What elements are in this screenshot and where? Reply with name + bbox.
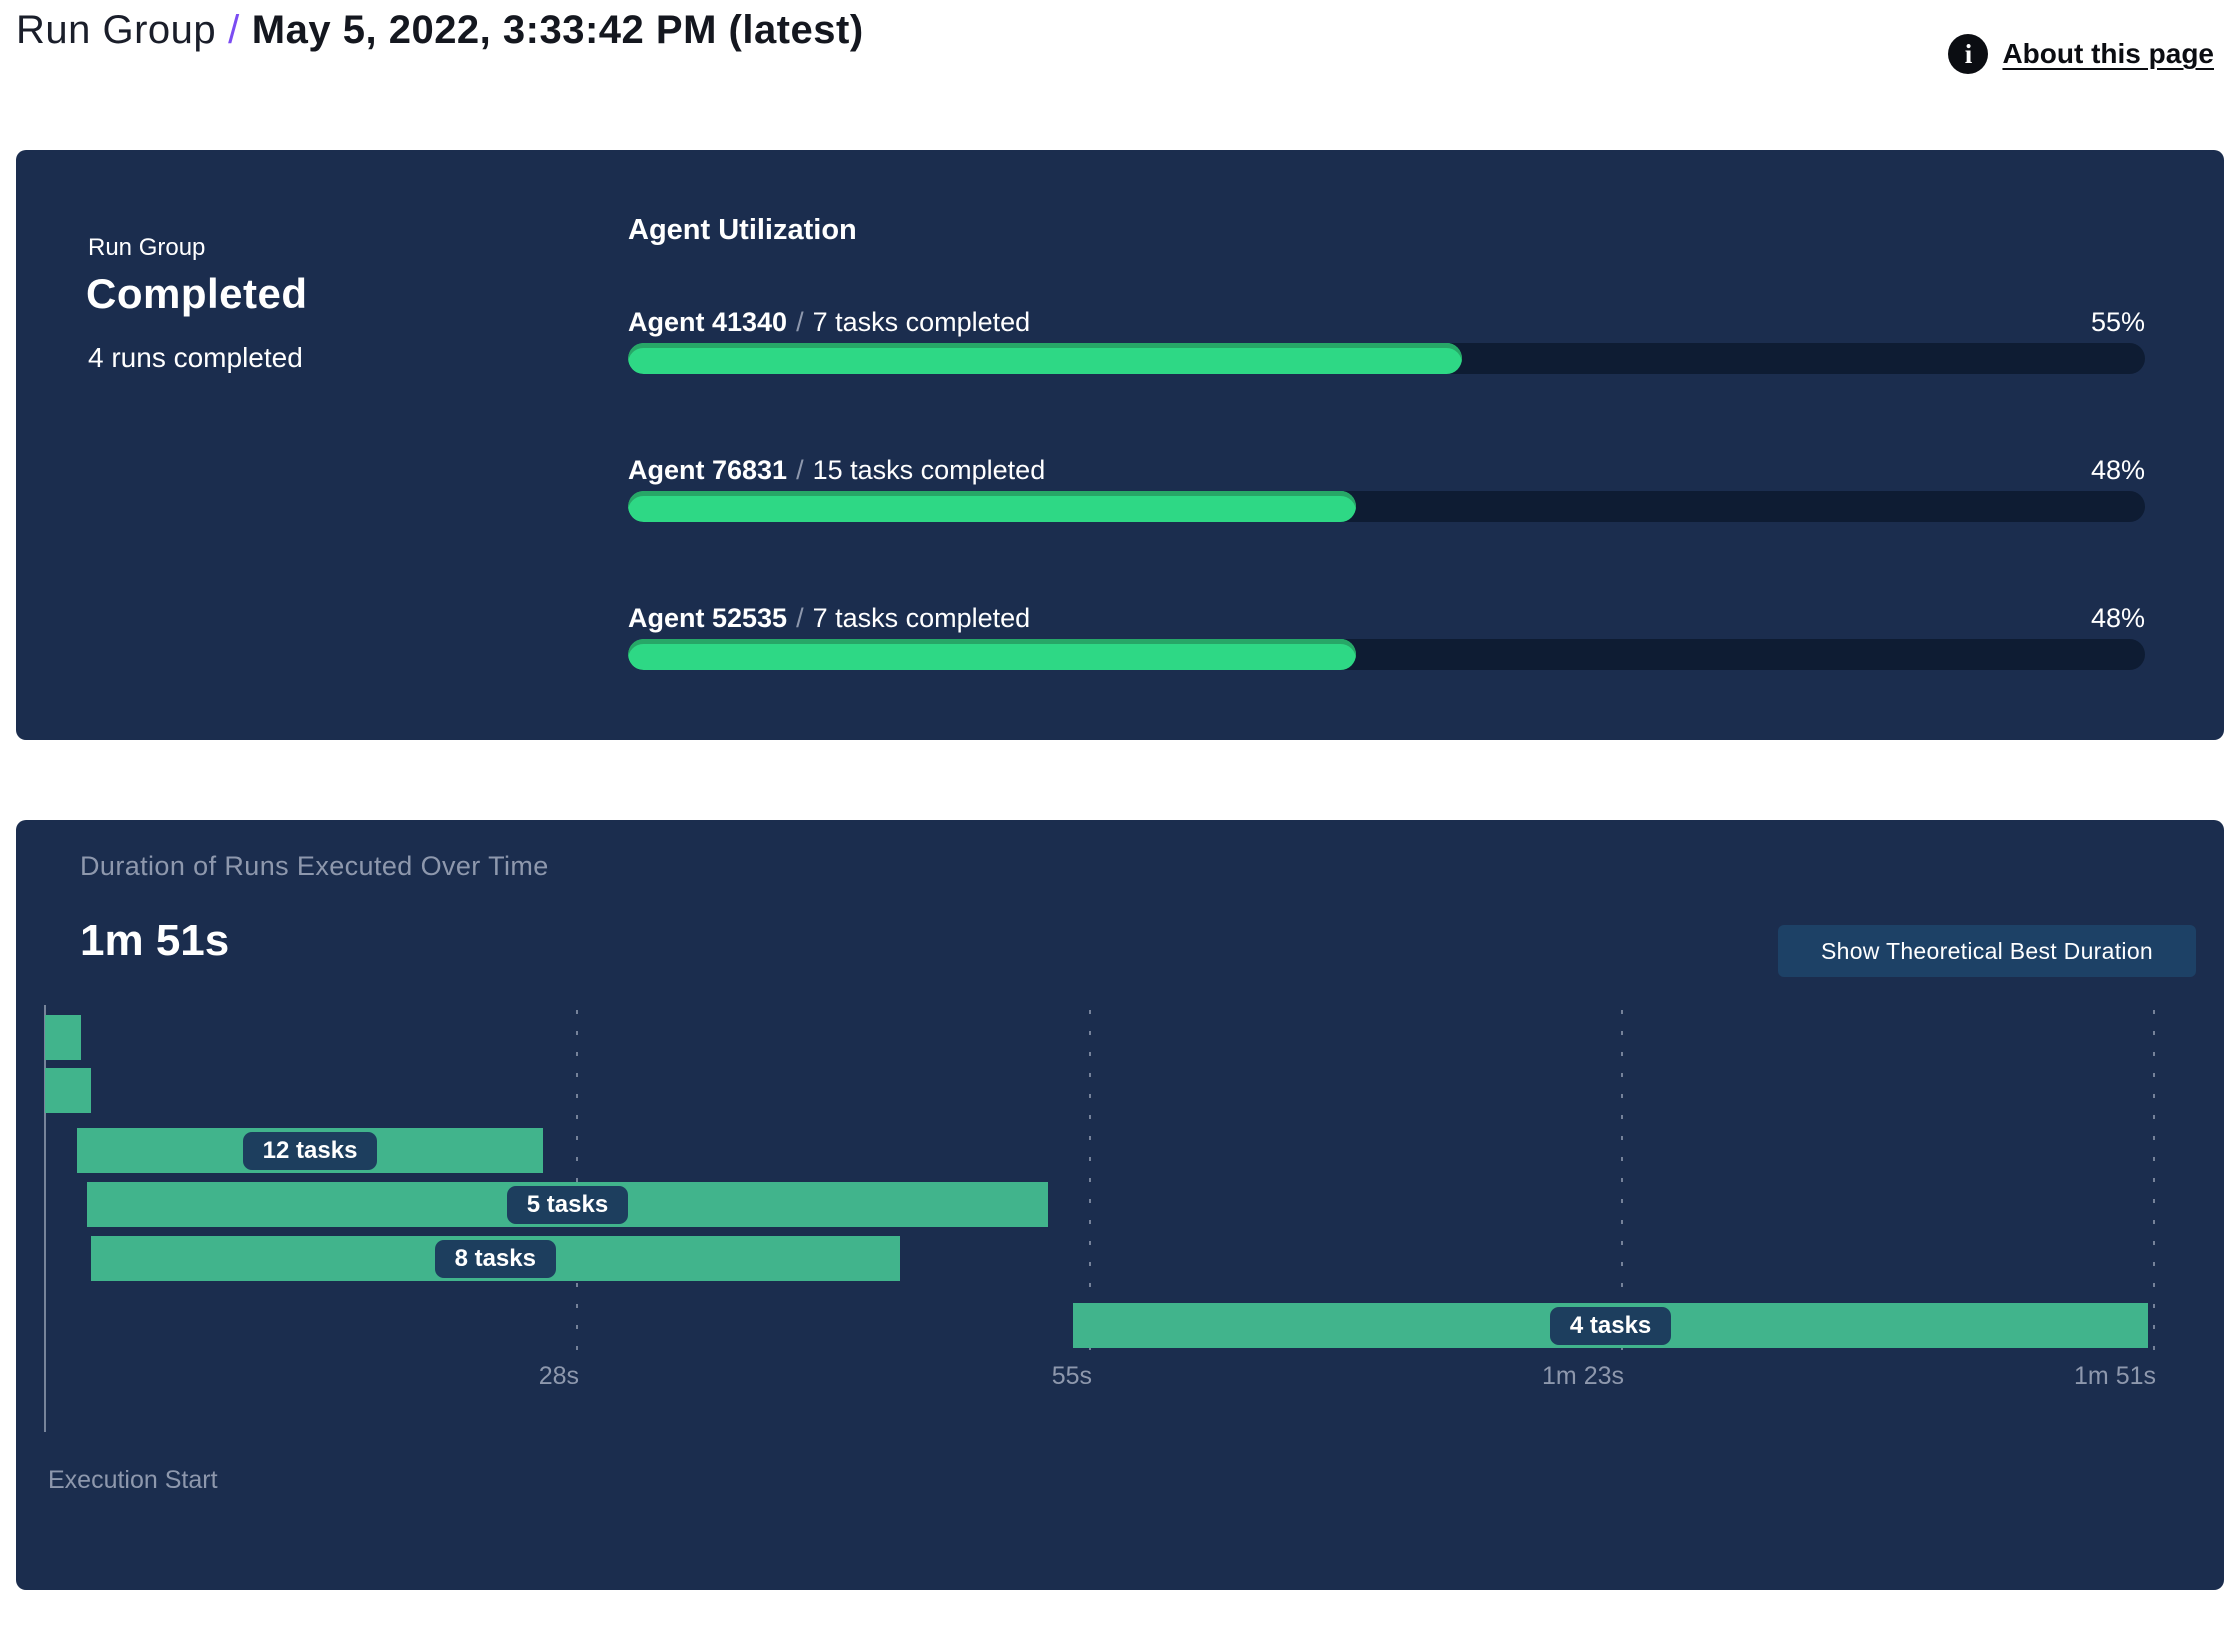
breadcrumb: Run Group — [16, 8, 217, 52]
run-timestamp-title: May 5, 2022, 3:33:42 PM (latest) — [251, 8, 864, 52]
gridline — [2153, 1010, 2155, 1352]
separator: / — [796, 307, 804, 337]
agent-label: Agent 41340 / 7 tasks completed 55% — [628, 307, 2145, 337]
agent-utilization-title: Agent Utilization — [628, 214, 857, 246]
gridline — [1621, 1010, 1623, 1352]
agent-tasks-completed: 7 tasks completed — [812, 603, 1031, 633]
total-duration: 1m 51s — [80, 916, 230, 965]
show-theoretical-best-duration-button[interactable]: Show Theoretical Best Duration — [1778, 925, 2196, 977]
breadcrumb-separator: / — [228, 8, 240, 52]
run-duration-bar: 8 tasks — [90, 1236, 900, 1281]
gantt-plot: 28s 55s 1m 23s 1m 51s 12 tasks 5 tasks 8 tasks… — [16, 1005, 2224, 1432]
duration-chart-panel: Duration of Runs Executed Over Time 1m 5… — [16, 820, 2224, 1590]
agent-tasks-completed: 15 tasks completed — [812, 455, 1046, 485]
agent-label: Agent 76831 / 15 tasks completed 48% — [628, 455, 2145, 485]
utilization-bar-track — [628, 343, 2145, 374]
agent-utilization-percent: 48% — [2090, 455, 2145, 485]
task-count-badge: 4 tasks — [1549, 1306, 1672, 1345]
page-title: Run Group / May 5, 2022, 3:33:42 PM (lates… — [16, 8, 864, 53]
page-header: Run Group / May 5, 2022, 3:33:42 PM (lates… — [0, 0, 2240, 120]
run-duration-bar: 12 tasks — [77, 1128, 543, 1173]
utilization-bar-fill — [628, 639, 1357, 670]
run-duration-bar: 5 tasks — [86, 1182, 1049, 1227]
run-duration-bar — [45, 1015, 82, 1060]
x-tick-label: 1m 23s — [1542, 1362, 1624, 1390]
agent-utilization-row: Agent 41340 / 7 tasks completed 55% — [628, 307, 2145, 374]
agent-tasks-completed: 7 tasks completed — [812, 307, 1031, 337]
x-axis-label: Execution Start — [48, 1466, 218, 1494]
utilization-bar-track — [628, 639, 2145, 670]
agent-utilization-percent: 55% — [2090, 307, 2145, 337]
info-icon[interactable]: i — [1948, 34, 1989, 74]
agent-utilization-row: Agent 76831 / 15 tasks completed 48% — [628, 455, 2145, 522]
x-tick-label: 55s — [1051, 1362, 1092, 1390]
gridline — [576, 1010, 578, 1352]
gridline — [1089, 1010, 1091, 1352]
summary-label: Run Group — [88, 234, 206, 261]
agent-utilization-percent: 48% — [2090, 603, 2145, 633]
separator: / — [796, 455, 804, 485]
task-count-badge: 8 tasks — [434, 1239, 556, 1278]
agent-name: Agent 52535 — [628, 603, 788, 633]
utilization-bar-fill — [628, 491, 1357, 522]
agent-name: Agent 41340 — [628, 307, 788, 337]
agent-name: Agent 76831 — [628, 455, 788, 485]
agent-utilization-row: Agent 52535 / 7 tasks completed 48% — [628, 603, 2145, 670]
execution-start-axis-line — [44, 1005, 46, 1432]
about-this-page-link[interactable]: About this page — [2002, 38, 2214, 69]
run-duration-bar: 4 tasks — [1072, 1303, 2149, 1348]
run-duration-bar — [45, 1068, 91, 1113]
run-group-status: Completed — [86, 270, 308, 317]
chart-title: Duration of Runs Executed Over Time — [80, 851, 549, 881]
x-tick-label: 28s — [538, 1362, 579, 1390]
utilization-bar-fill — [628, 343, 1463, 374]
task-count-badge: 12 tasks — [242, 1131, 378, 1170]
about-this-page[interactable]: i About this page — [1948, 34, 2214, 74]
run-group-summary-panel: Run Group Completed 4 runs completed Age… — [16, 150, 2224, 740]
agent-label: Agent 52535 / 7 tasks completed 48% — [628, 603, 2145, 633]
task-count-badge: 5 tasks — [506, 1185, 629, 1224]
runs-completed-count: 4 runs completed — [88, 342, 303, 373]
separator: / — [796, 603, 804, 633]
utilization-bar-track — [628, 491, 2145, 522]
x-tick-label: 1m 51s — [2074, 1362, 2156, 1390]
